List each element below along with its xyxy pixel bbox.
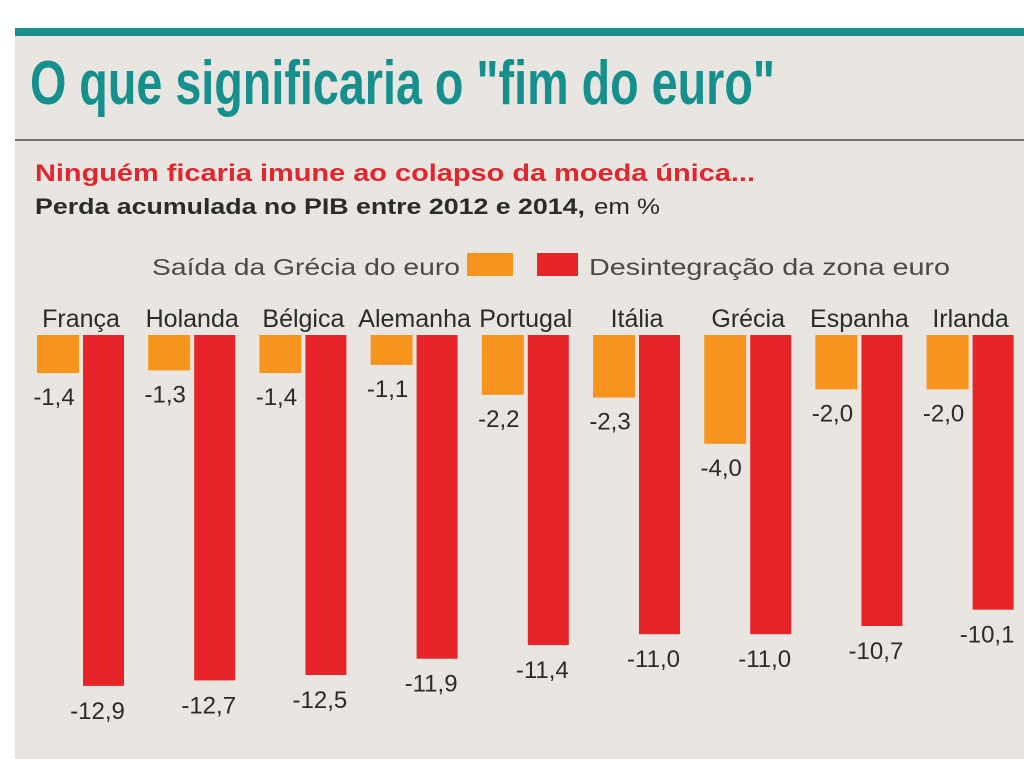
category-label-portugal: Portugal <box>479 305 572 333</box>
bar-greece-exit-alemanha <box>370 335 413 365</box>
bar-greece-exit-italia <box>593 335 635 398</box>
data-label-greece-exit-italia: -2,3 <box>589 409 630 436</box>
data-label-greece-exit-grecia: -4,0 <box>701 455 742 482</box>
chart-unit: em % <box>594 194 660 219</box>
category-label-italia: Itália <box>611 305 664 333</box>
data-label-eurozone-breakup-belgica: -12,5 <box>293 687 348 714</box>
category-label-espanha: Espanha <box>810 305 909 333</box>
category-label-grecia: Grécia <box>711 305 785 333</box>
category-label-irlanda: Irlanda <box>932 305 1009 333</box>
data-label-eurozone-breakup-grecia: -11,0 <box>738 646 791 673</box>
legend-swatch-greece-exit <box>467 253 513 276</box>
data-label-greece-exit-franca: -1,4 <box>33 384 74 411</box>
legend: Saída da Grécia do euro Desintegração da… <box>152 253 950 280</box>
bar-chart-plot: França -1,4 -12,9 Holanda -1,3 -12,7 Bélgica -1… <box>33 305 1014 725</box>
data-label-eurozone-breakup-irlanda: -10,1 <box>960 622 1015 649</box>
bar-eurozone-breakup-irlanda <box>972 335 1014 610</box>
data-label-greece-exit-portugal: -2,2 <box>478 406 519 433</box>
bar-greece-exit-espanha <box>815 335 858 390</box>
page-title: O que significaria o "fim do euro" <box>30 49 775 118</box>
bar-greece-exit-belgica <box>259 335 302 374</box>
bar-eurozone-breakup-franca <box>83 335 124 686</box>
background-panel <box>15 35 1024 759</box>
chart-description: Perda acumulada no PIB entre 2012 e 2014… <box>35 194 585 219</box>
bar-greece-exit-holanda <box>148 335 191 371</box>
legend-swatch-eurozone-breakup <box>537 253 578 276</box>
bar-eurozone-breakup-grecia <box>750 335 792 635</box>
data-label-greece-exit-holanda: -1,3 <box>145 381 186 408</box>
category-label-alemanha: Alemanha <box>358 305 471 333</box>
bar-greece-exit-franca <box>37 335 79 374</box>
data-label-eurozone-breakup-holanda: -12,7 <box>181 692 236 719</box>
bar-eurozone-breakup-italia <box>639 335 680 635</box>
bar-greece-exit-irlanda <box>926 335 969 390</box>
bar-eurozone-breakup-alemanha <box>416 335 458 659</box>
bar-eurozone-breakup-holanda <box>194 335 236 681</box>
accent-top-bar <box>15 28 1024 36</box>
chart-title: Ninguém ficaria imune ao colapso da moed… <box>35 160 755 187</box>
data-label-eurozone-breakup-portugal: -11,4 <box>516 657 569 684</box>
bar-eurozone-breakup-portugal <box>527 335 569 646</box>
category-label-holanda: Holanda <box>146 305 239 333</box>
category-label-franca: França <box>42 305 120 333</box>
legend-label-eurozone-breakup: Desintegração da zona euro <box>589 254 950 280</box>
data-label-greece-exit-belgica: -1,4 <box>256 384 297 411</box>
data-label-greece-exit-espanha: -2,0 <box>812 400 853 427</box>
category-label-belgica: Bélgica <box>262 305 344 333</box>
data-label-eurozone-breakup-alemanha: -11,9 <box>405 671 458 698</box>
data-label-eurozone-breakup-franca: -12,9 <box>70 698 125 725</box>
bar-greece-exit-portugal <box>481 335 524 395</box>
data-label-greece-exit-irlanda: -2,0 <box>923 400 964 427</box>
bar-eurozone-breakup-belgica <box>305 335 347 675</box>
data-label-eurozone-breakup-espanha: -10,7 <box>849 638 904 665</box>
data-label-eurozone-breakup-italia: -11,0 <box>627 646 680 673</box>
data-label-greece-exit-alemanha: -1,1 <box>367 376 408 403</box>
legend-label-greece-exit: Saída da Grécia do euro <box>152 254 460 280</box>
bar-eurozone-breakup-espanha <box>861 335 903 626</box>
bar-greece-exit-grecia <box>704 335 747 444</box>
